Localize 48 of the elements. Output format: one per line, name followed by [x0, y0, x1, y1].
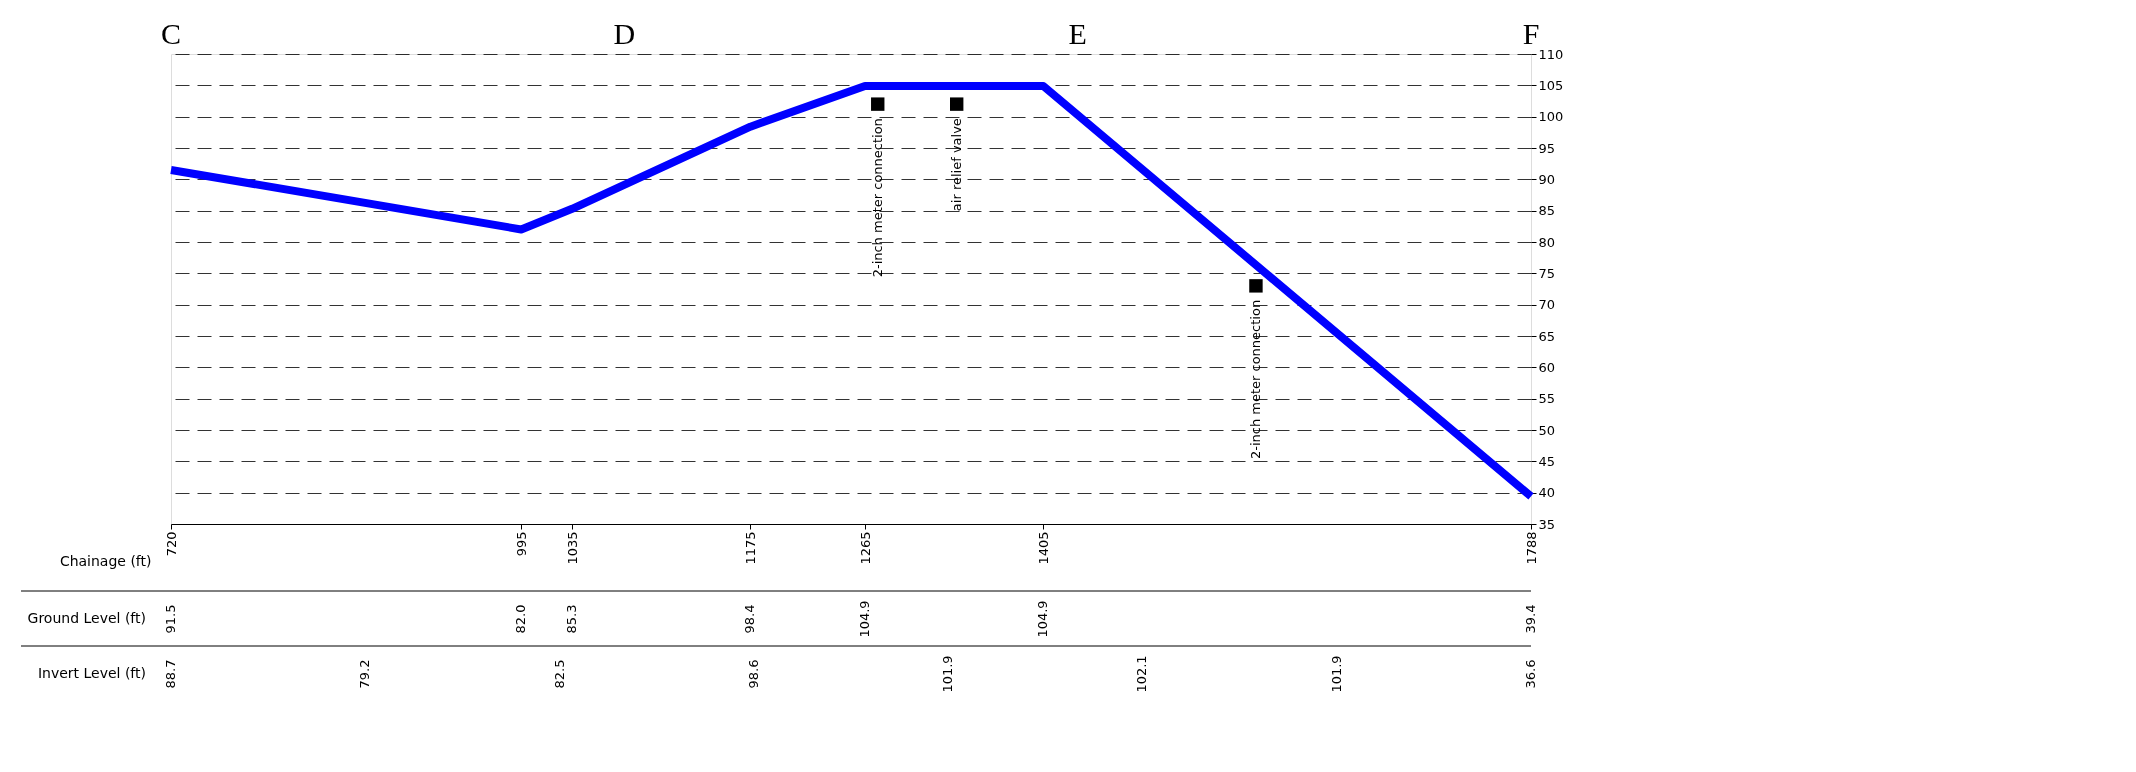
x-tick-label: 1788	[1523, 531, 1539, 565]
text: E	[1068, 17, 1087, 50]
y-tick-label: 50	[1538, 422, 1556, 438]
x-tick-label: 1175	[742, 531, 758, 565]
y-tick-label: 75	[1538, 265, 1556, 281]
y-tick-label: 90	[1538, 171, 1556, 187]
text: 102.1	[1134, 655, 1150, 693]
text: Ground Level (ft)	[27, 610, 146, 626]
y-tick-label: 95	[1538, 140, 1556, 156]
y-tick-label: 70	[1538, 297, 1556, 313]
y-tick-label: 80	[1538, 234, 1556, 250]
y-tick-label: 100	[1538, 109, 1564, 125]
text: Invert Level (ft)	[37, 665, 146, 681]
text: 85.3	[564, 604, 580, 634]
y-tick-label: 60	[1538, 359, 1556, 375]
text: D	[613, 17, 636, 50]
x-tick-label: 1035	[564, 531, 580, 565]
x-tick-label: 1405	[1035, 531, 1051, 565]
text: 82.5	[551, 659, 567, 689]
x-axis-title: Chainage (ft)	[59, 552, 152, 569]
text: 79.2	[357, 659, 373, 689]
y-tick-label: 45	[1538, 453, 1556, 469]
text: 101.9	[1328, 655, 1344, 693]
text: F	[1522, 17, 1540, 50]
text: 101.9	[940, 655, 956, 693]
y-tick-label: 35	[1538, 516, 1556, 532]
text: 82.0	[513, 604, 529, 634]
x-tick-label: 995	[513, 531, 529, 557]
x-tick-label: 720	[163, 531, 179, 557]
y-tick-label: 55	[1538, 391, 1556, 407]
y-tick-label: 85	[1538, 203, 1556, 219]
annotation: 2-inch meter connection	[1247, 299, 1263, 460]
text: 104.9	[1035, 600, 1051, 638]
y-tick-label: 40	[1538, 485, 1556, 501]
annotation: 2-inch meter connection	[869, 118, 885, 278]
y-tick-label: 105	[1538, 77, 1564, 93]
text: 98.6	[745, 659, 761, 689]
text: 104.9	[857, 600, 873, 638]
text: C	[160, 17, 182, 50]
annotation: air relief valve	[948, 118, 964, 212]
text: 91.5	[163, 604, 178, 634]
text: 36.6	[1523, 659, 1538, 689]
y-tick-label: 65	[1538, 328, 1556, 344]
text: 88.7	[163, 659, 178, 689]
text: 39.4	[1523, 604, 1538, 634]
text: 98.4	[742, 604, 758, 634]
y-tick-label: 110	[1538, 46, 1564, 62]
x-tick-label: 1265	[857, 531, 873, 565]
